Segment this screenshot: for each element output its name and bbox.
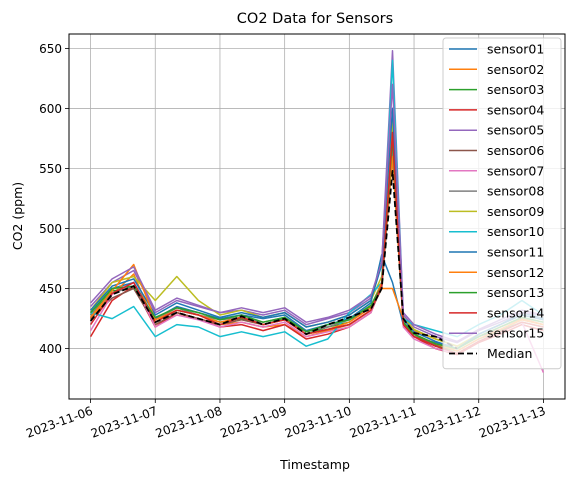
legend-label: sensor02 [487,62,544,77]
legend-label: Median [487,346,532,361]
plot-frame [68,33,566,400]
legend-label: sensor13 [487,285,544,300]
chart-title: CO2 Data for Sensors [237,11,393,27]
legend-label: sensor03 [487,82,544,97]
y-tick-label: 650 [39,42,62,56]
legend-label: sensor01 [487,42,544,57]
y-tick-label: 550 [39,162,62,176]
x-tick-label: 2023-11-13 [477,404,547,441]
x-tick-label: 2023-11-06 [24,404,94,441]
y-axis-label: CO2 (ppm) [10,182,25,250]
legend-label: sensor06 [487,143,544,158]
y-tick-label: 600 [39,102,62,116]
legend-label: sensor12 [487,265,544,280]
x-axis-label: Timestamp [279,457,350,472]
x-tick-label: 2023-11-08 [154,404,224,441]
legend-label: sensor04 [487,102,544,117]
x-tick-label: 2023-11-07 [89,404,159,441]
x-tick-label: 2023-11-12 [412,404,482,441]
legend-label: sensor10 [487,224,544,239]
legend-label: sensor07 [487,163,544,178]
legend-label: sensor14 [487,305,544,320]
y-tick-label: 500 [39,222,62,236]
legend-box [442,37,562,370]
legend-label: sensor08 [487,184,544,199]
x-tick-label: 2023-11-09 [218,404,288,441]
x-ticks: 2023-11-062023-11-072023-11-082023-11-09… [24,399,547,441]
legend: sensor01 sensor02 sensor03 sensor04 sensor05… [442,37,562,370]
y-ticks: 400 450 500 550 600 650 [39,42,69,356]
x-tick-label: 2023-11-10 [283,404,353,441]
x-tick-label: 2023-11-11 [348,404,418,441]
y-tick-label: 450 [39,282,62,296]
legend-label: sensor05 [487,123,544,138]
legend-label: sensor11 [487,245,544,260]
legend-label: sensor09 [487,204,544,219]
series-line-median [89,170,458,350]
legend-label: sensor15 [487,326,544,341]
y-tick-label: 400 [39,342,62,356]
